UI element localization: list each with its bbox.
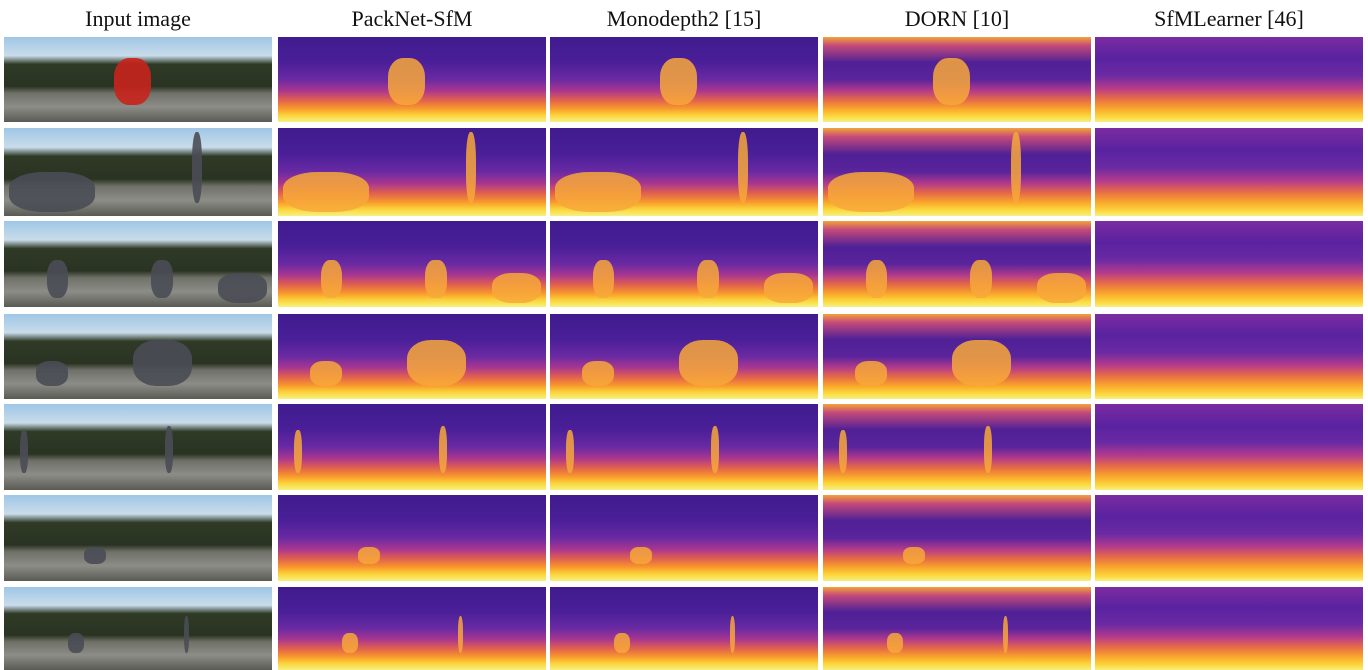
object [984, 426, 992, 473]
object [388, 58, 426, 105]
object [294, 430, 302, 473]
object [1037, 273, 1085, 303]
object [933, 58, 971, 105]
input-image [4, 587, 272, 670]
object [630, 547, 651, 564]
object [828, 172, 914, 212]
object [84, 547, 105, 564]
column-header: Input image [4, 4, 272, 34]
depth-map [823, 37, 1091, 122]
depth-map [550, 587, 818, 670]
object [887, 633, 903, 654]
input-image [4, 314, 272, 399]
input-image [4, 37, 272, 122]
depth-map [823, 495, 1091, 581]
object [114, 58, 152, 105]
object [165, 426, 173, 473]
column-header: DORN [10] [823, 4, 1091, 34]
input-image [4, 404, 272, 490]
depth-map [550, 37, 818, 122]
object [866, 260, 887, 299]
column-header: Monodepth2 [15] [550, 4, 818, 34]
object [1003, 616, 1008, 653]
object [614, 633, 630, 654]
object [192, 132, 203, 202]
input-image [4, 495, 272, 581]
object [407, 340, 466, 387]
object [697, 260, 718, 299]
object [36, 361, 68, 387]
depth-map [823, 587, 1091, 670]
depth-map [1095, 314, 1363, 399]
object [133, 340, 192, 387]
depth-map [278, 404, 546, 490]
object [492, 273, 540, 303]
object [310, 361, 342, 387]
object [358, 547, 379, 564]
object [839, 430, 847, 473]
object [903, 547, 924, 564]
depth-map [823, 404, 1091, 490]
object [218, 273, 266, 303]
object [151, 260, 172, 299]
depth-map [278, 495, 546, 581]
object [425, 260, 446, 299]
figure: Input imagePackNet-SfMMonodepth2 [15]DOR… [0, 0, 1368, 670]
object [660, 58, 698, 105]
depth-map [1095, 495, 1363, 581]
object [855, 361, 887, 387]
depth-map [278, 314, 546, 399]
depth-map [823, 221, 1091, 307]
object [593, 260, 614, 299]
depth-map [278, 587, 546, 670]
depth-map [1095, 587, 1363, 670]
depth-map [1095, 128, 1363, 216]
object [711, 426, 719, 473]
object [184, 616, 189, 653]
depth-map [550, 314, 818, 399]
depth-map [278, 221, 546, 307]
object [566, 430, 574, 473]
object [952, 340, 1011, 387]
object [970, 260, 991, 299]
depth-map [1095, 221, 1363, 307]
column-header: SfMLearner [46] [1095, 4, 1363, 34]
depth-map [550, 221, 818, 307]
column-header: PackNet-SfM [278, 4, 546, 34]
object [342, 633, 358, 654]
depth-map [1095, 404, 1363, 490]
depth-map [550, 128, 818, 216]
depth-map [278, 128, 546, 216]
depth-map [823, 314, 1091, 399]
object [321, 260, 342, 299]
input-image [4, 128, 272, 216]
depth-map [823, 128, 1091, 216]
object [47, 260, 68, 299]
depth-map [278, 37, 546, 122]
object [582, 361, 614, 387]
input-image [4, 221, 272, 307]
object [439, 426, 447, 473]
object [555, 172, 641, 212]
object [9, 172, 95, 212]
object [466, 132, 477, 202]
depth-map [1095, 37, 1363, 122]
object [458, 616, 463, 653]
object [20, 430, 28, 473]
object [764, 273, 812, 303]
depth-map [550, 495, 818, 581]
depth-map [550, 404, 818, 490]
object [283, 172, 369, 212]
object [1011, 132, 1022, 202]
object [730, 616, 735, 653]
object [679, 340, 738, 387]
object [738, 132, 749, 202]
object [68, 633, 84, 654]
